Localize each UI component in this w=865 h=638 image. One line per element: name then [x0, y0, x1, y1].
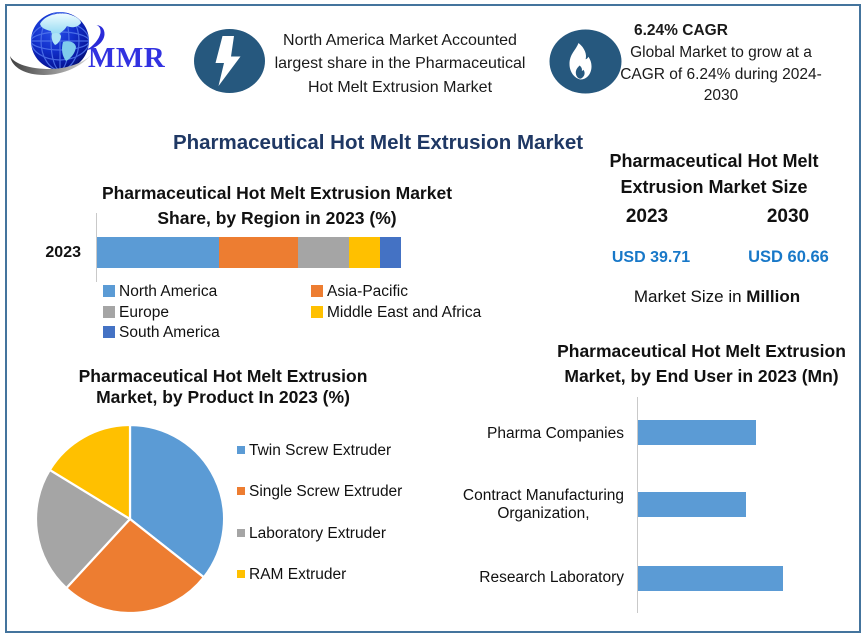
- svg-text:MMR: MMR: [88, 42, 166, 74]
